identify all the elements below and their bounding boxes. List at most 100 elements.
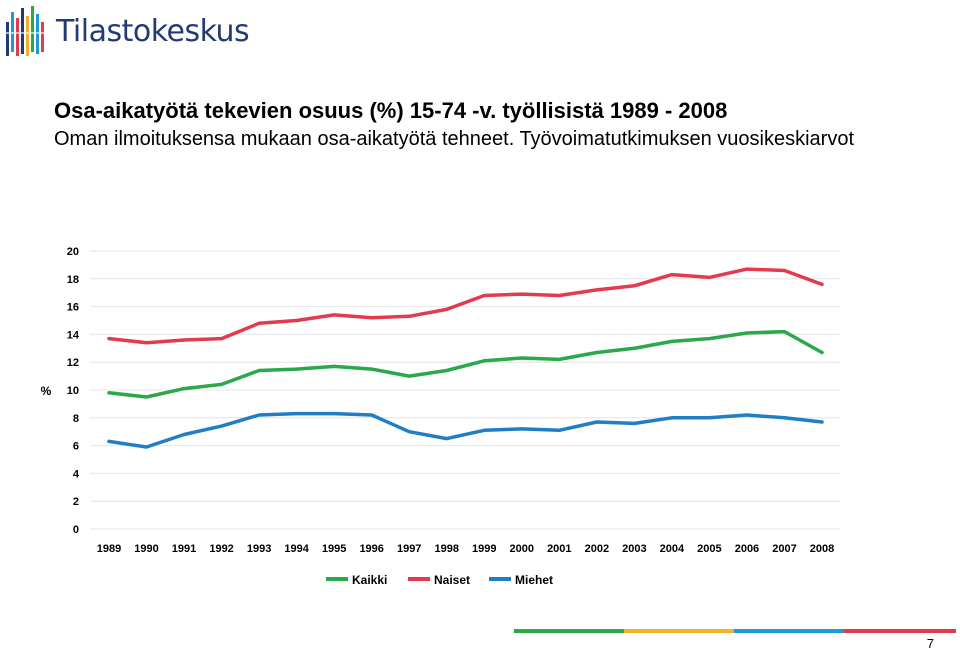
x-tick-label: 1998: [434, 543, 458, 555]
legend-label: Miehet: [515, 573, 553, 587]
chart-title: Osa-aikatyötä tekevien osuus (%) 15-74 -…: [54, 98, 728, 123]
data-point: [782, 268, 786, 272]
series-lines: [107, 267, 824, 449]
data-point: [182, 338, 186, 342]
y-tick-label: 2: [73, 496, 79, 508]
data-point: [332, 364, 336, 368]
legend-label: Naiset: [434, 573, 470, 587]
data-point: [295, 412, 299, 416]
data-point: [482, 293, 486, 297]
data-point: [407, 430, 411, 434]
data-point: [520, 292, 524, 296]
y-tick-label: 18: [67, 274, 79, 286]
data-point: [370, 316, 374, 320]
x-tick-label: 1989: [97, 543, 121, 555]
data-point: [482, 359, 486, 363]
data-point: [182, 432, 186, 436]
x-tick-labels: 1989 1990 1991 1992 1993 1994 1995 1996 1997 1998…: [97, 543, 834, 555]
data-point: [745, 331, 749, 335]
footer-bar-blue: [734, 629, 844, 633]
y-axis-label: %: [41, 384, 52, 398]
data-point: [557, 428, 561, 432]
data-point: [220, 337, 224, 341]
data-point: [632, 346, 636, 350]
x-tick-label: 1999: [472, 543, 496, 555]
data-point: [820, 420, 824, 424]
data-point: [257, 413, 261, 417]
x-tick-label: 1997: [397, 543, 421, 555]
data-point: [257, 369, 261, 373]
chart-subtitle: Oman ilmoituksensa mukaan osa-aikatyötä …: [54, 128, 855, 150]
data-point: [632, 284, 636, 288]
data-point: [445, 369, 449, 373]
data-point: [220, 424, 224, 428]
data-point: [595, 288, 599, 292]
data-point: [145, 341, 149, 345]
data-point: [707, 337, 711, 341]
legend-label: Kaikki: [352, 573, 387, 587]
data-point: [145, 395, 149, 399]
data-point: [782, 330, 786, 334]
x-tick-label: 1992: [209, 543, 233, 555]
data-point: [407, 314, 411, 318]
x-tick-label: 2003: [622, 543, 646, 555]
data-point: [332, 412, 336, 416]
x-tick-label: 1994: [284, 543, 309, 555]
data-point: [820, 350, 824, 354]
data-point: [632, 421, 636, 425]
y-tick-label: 16: [67, 302, 79, 314]
x-tick-label: 1996: [359, 543, 383, 555]
y-tick-label: 4: [73, 468, 80, 480]
data-point: [107, 391, 111, 395]
data-point: [520, 427, 524, 431]
data-point: [670, 339, 674, 343]
data-point: [407, 374, 411, 378]
logo-text: Tilastokeskus: [56, 14, 250, 49]
data-point: [107, 337, 111, 341]
data-point: [520, 356, 524, 360]
data-point: [370, 413, 374, 417]
x-tick-label: 1991: [172, 543, 196, 555]
x-tick-label: 2006: [735, 543, 759, 555]
x-tick-label: 1990: [134, 543, 158, 555]
x-tick-label: 2004: [660, 543, 685, 555]
data-point: [745, 267, 749, 271]
data-point: [107, 439, 111, 443]
y-tick-label: 20: [67, 246, 79, 258]
data-point: [295, 319, 299, 322]
data-point: [482, 428, 486, 432]
y-tick-labels: 0 2 4 6 8 10 12 14 16 18 20: [67, 246, 80, 536]
legend: Kaikki Naiset Miehet: [326, 573, 553, 587]
data-point: [370, 367, 374, 371]
data-point: [595, 350, 599, 354]
data-point: [782, 416, 786, 420]
x-tick-label: 2008: [810, 543, 834, 555]
series-line-miehet: [107, 411, 824, 449]
y-tick-label: 10: [67, 385, 79, 397]
logo-mark-icon: [4, 6, 48, 56]
x-tick-label: 1993: [247, 543, 271, 555]
data-point: [257, 321, 261, 325]
data-point: [295, 367, 299, 371]
data-point: [220, 382, 224, 386]
data-point: [745, 413, 749, 417]
footer-bar-yellow: [624, 629, 734, 633]
data-point: [182, 387, 186, 391]
series-line-kaikki: [107, 329, 824, 399]
page-number: 7: [926, 636, 934, 651]
x-tick-label: 2005: [697, 543, 721, 555]
series-line-naiset: [107, 267, 824, 345]
x-tick-label: 2007: [772, 543, 796, 555]
data-point: [145, 445, 149, 449]
data-point: [670, 273, 674, 277]
y-tick-label: 8: [73, 413, 79, 425]
y-tick-label: 6: [73, 441, 79, 453]
data-point: [707, 416, 711, 420]
data-point: [707, 275, 711, 279]
data-point: [595, 420, 599, 424]
data-point: [820, 282, 824, 286]
footer-bar-red: [844, 629, 956, 633]
y-tick-label: 0: [73, 524, 79, 536]
x-tick-label: 2001: [547, 543, 571, 555]
